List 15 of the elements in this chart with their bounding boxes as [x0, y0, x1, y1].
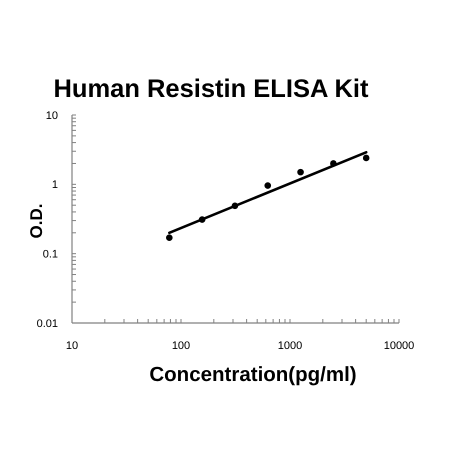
x-tick-label: 1000 — [278, 340, 302, 352]
x-tick-label: 100 — [172, 340, 190, 352]
y-tick-label: 0.01 — [36, 318, 58, 330]
point — [166, 234, 173, 241]
y-tick-label: 0.1 — [42, 248, 58, 261]
x-axis-title: Concentration(pg/ml) — [149, 363, 357, 386]
y-tick-label: 1 — [52, 179, 58, 192]
point — [297, 168, 304, 176]
y-tick-label: 10 — [46, 110, 58, 122]
chart-title: Human Resistin ELISA Kit — [53, 75, 370, 103]
point — [362, 154, 370, 162]
x-tick-label: 10 — [66, 340, 78, 352]
x-tick-label: 10000 — [384, 340, 414, 352]
point — [264, 182, 272, 189]
y-axis-title: O.D. — [27, 204, 46, 238]
